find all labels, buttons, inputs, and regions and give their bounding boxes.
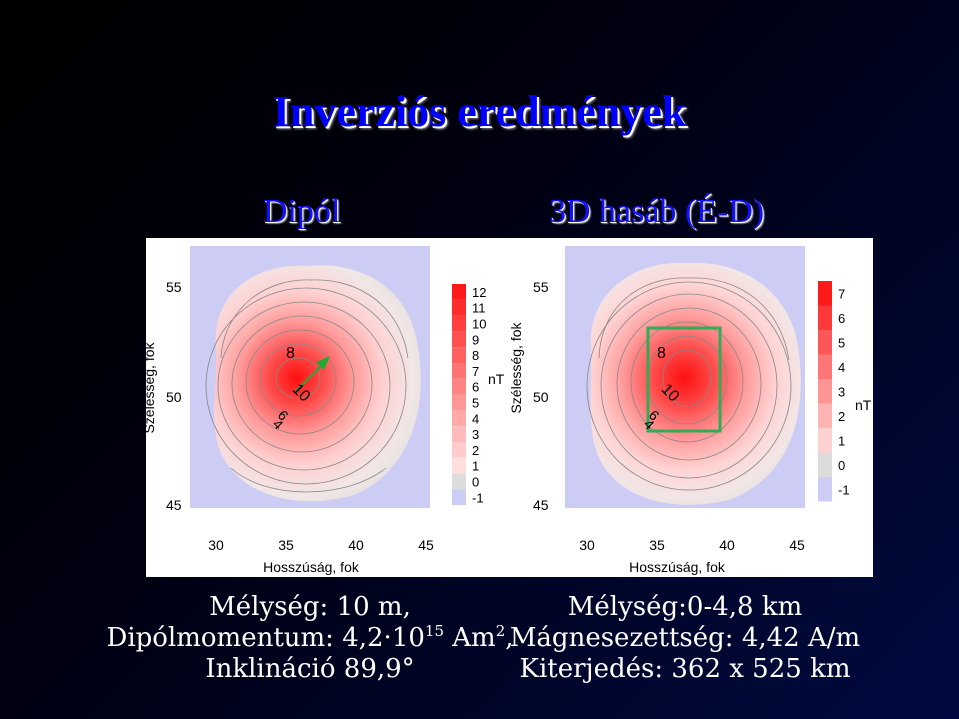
colorbar-tick-label: 2 [838, 409, 845, 424]
x-tick-label: 35 [649, 537, 665, 553]
prism-caption: Mélység:0-4,8 km Mágnesezettség: 4,42 A/… [500, 592, 870, 685]
colorbar-right: 7 6 5 4 3 2 1 0 -1 [818, 281, 850, 502]
caption-inclination: Inklináció 89,9° [205, 654, 415, 684]
y-tick-label: 45 [166, 497, 182, 513]
colorbar-cell [452, 394, 466, 411]
colorbar-tick-label: 6 [472, 380, 479, 395]
colorbar-tick-label: 6 [838, 311, 845, 326]
x-tick-label: 30 [208, 537, 224, 553]
colorbar-cell [818, 379, 832, 404]
colorbar-tick-label: 3 [838, 384, 845, 399]
colorbar-tick-label: 8 [472, 348, 479, 363]
colorbar-tick-label: 4 [472, 411, 479, 426]
prism-contour-map: 8 10 6 4 55 50 45 Szélesség, fok 30 35 4… [509, 246, 872, 575]
colorbar-cell [818, 354, 832, 379]
left-heading: Dipól [263, 193, 341, 230]
dipole-caption: Mélység: 10 m, Dipólmomentum: 4,2·1015 A… [100, 592, 520, 685]
caption-depth: Mélység:0-4,8 km [567, 592, 803, 622]
colorbar-cell [818, 452, 832, 477]
x-tick-label: 45 [789, 537, 805, 553]
colorbar-tick-label: 1 [838, 433, 845, 448]
colorbar-tick-label: 12 [472, 285, 486, 300]
caption-extent: Kiterjedés: 362 x 525 km [519, 654, 851, 684]
x-tick-label: 45 [418, 537, 434, 553]
colorbar-tick-label: 0 [472, 475, 479, 490]
colorbar-tick-label: 7 [838, 286, 845, 301]
colorbar-tick-label: 2 [472, 443, 479, 458]
colorbar-tick-label: 1 [472, 459, 479, 474]
colorbar-cell [452, 473, 466, 490]
colorbar-tick-label: 5 [472, 396, 479, 411]
colorbar-cell [452, 363, 466, 379]
colorbar-cell [452, 489, 466, 506]
colorbar-tick-label: 9 [472, 332, 479, 347]
slide-title: Inverziós eredmények [272, 87, 687, 136]
arrow-head-icon [316, 356, 330, 370]
magnetization-arrow [295, 362, 325, 392]
colorbar-cell [452, 315, 466, 332]
x-tick-label: 35 [278, 537, 294, 553]
colorbar-cell [452, 331, 466, 348]
colorbar-cell [452, 457, 466, 474]
right-heading: 3D hasáb (É-D) [549, 193, 765, 230]
dipole-contour-map: 8 10 6 4 55 50 45 Szélesség, fok 30 35 4… [146, 246, 505, 575]
colorbar-unit: nT [855, 397, 872, 413]
colorbar-cell [452, 410, 466, 427]
colorbar-cell [818, 428, 832, 453]
x-tick-label: 30 [579, 537, 595, 553]
x-axis-label: Hosszúság, fok [629, 559, 726, 575]
colorbar-tick-label: 5 [838, 335, 845, 350]
colorbar-cell [818, 477, 832, 502]
colorbar-cell [452, 299, 466, 316]
prism-map-panel: 8 10 6 4 55 50 45 Szélesség, fok 30 35 4… [509, 238, 873, 577]
x-tick-label: 40 [719, 537, 735, 553]
prism-outline-box [646, 326, 722, 433]
colorbar-cell [452, 442, 466, 458]
y-tick-label: 50 [533, 389, 549, 405]
colorbar-tick-label: 3 [472, 427, 479, 442]
y-tick-label: 45 [533, 497, 549, 513]
y-tick-label: 50 [166, 389, 182, 405]
colorbar-cell [452, 426, 466, 442]
caption-depth: Mélység: 10 m, [209, 592, 411, 622]
x-tick-label: 40 [348, 537, 364, 553]
caption-magnetization: Mágnesezettség: 4,42 A/m [509, 623, 861, 653]
colorbar-unit: nT [488, 371, 505, 387]
colorbar-tick-label: 10 [472, 317, 486, 332]
colorbar-tick-label: -1 [838, 482, 850, 497]
colorbar-tick-label: 4 [838, 360, 845, 375]
colorbar-cell [818, 403, 832, 428]
colorbar-cell [818, 305, 832, 330]
y-tick-label: 55 [533, 279, 549, 295]
colorbar-cell [818, 281, 832, 306]
contour-label: 8 [286, 345, 295, 362]
colorbar-tick-label: 0 [838, 458, 845, 473]
colorbar-tick-label: 7 [472, 364, 479, 379]
caption-moment: Dipólmomentum: 4,2·1015 Am2, [106, 622, 514, 653]
y-axis-label: Szélesség, fok [509, 321, 524, 413]
colorbar-cell [452, 284, 466, 300]
colorbar-cell [452, 347, 466, 363]
colorbar-tick-label: -1 [472, 490, 484, 505]
y-axis-label: Szélesség, fok [146, 341, 157, 433]
y-tick-label: 55 [166, 279, 182, 295]
colorbar-cell [452, 378, 466, 395]
dipole-map-panel: 8 10 6 4 55 50 45 Szélesség, fok 30 35 4… [146, 238, 510, 577]
contour-label: 8 [657, 345, 666, 362]
colorbar-cell [818, 330, 832, 355]
x-axis-label: Hosszúság, fok [263, 559, 360, 575]
colorbar-tick-label: 11 [472, 301, 486, 316]
